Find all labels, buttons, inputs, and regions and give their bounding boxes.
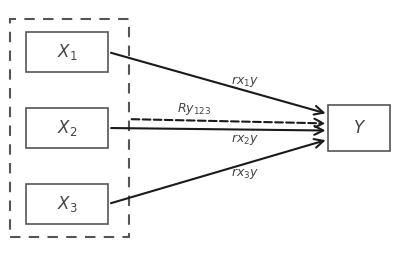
- Text: $rx_3y$: $rx_3y$: [230, 166, 258, 181]
- Text: $X_3$: $X_3$: [57, 194, 77, 214]
- Text: $X_2$: $X_2$: [57, 118, 77, 138]
- Text: $X_1$: $X_1$: [57, 42, 77, 62]
- Text: $Y$: $Y$: [352, 119, 365, 137]
- Bar: [9, 19, 128, 237]
- Bar: [26, 108, 108, 148]
- Bar: [328, 105, 389, 151]
- Text: $rx_2y$: $rx_2y$: [230, 132, 258, 147]
- Text: $Ry_{123}$: $Ry_{123}$: [177, 101, 211, 117]
- Bar: [26, 32, 108, 72]
- Bar: [26, 184, 108, 224]
- Text: $rx_1y$: $rx_1y$: [230, 74, 258, 89]
